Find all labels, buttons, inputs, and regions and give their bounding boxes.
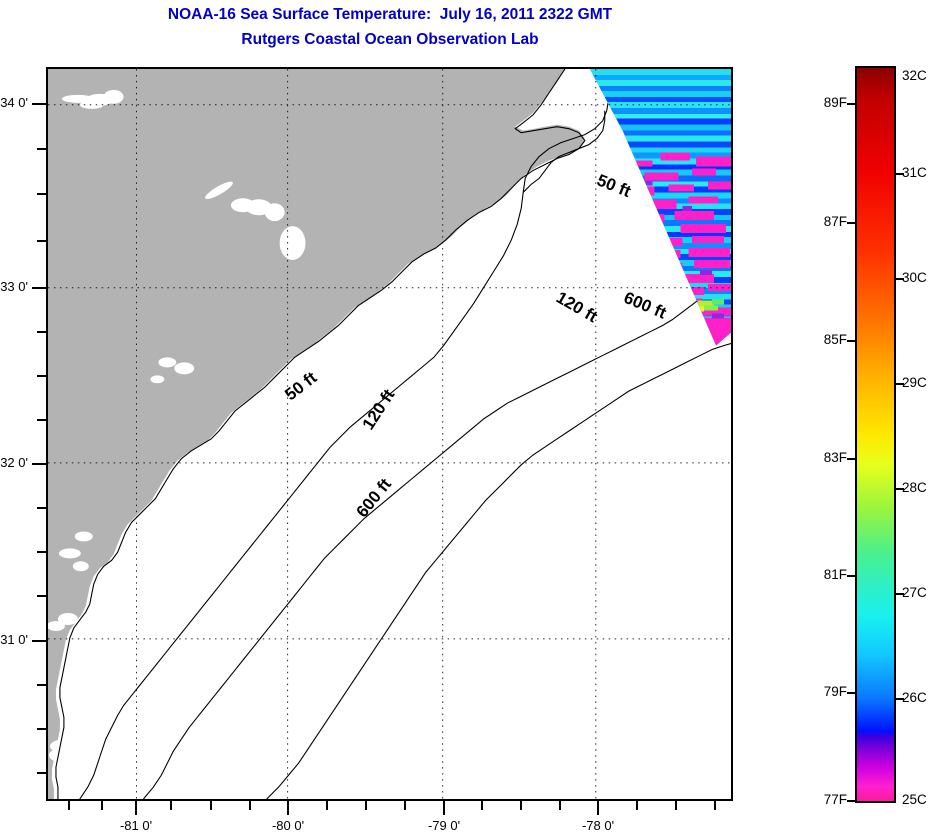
x-tick-minor: [481, 801, 483, 810]
x-axis-label: -79 0': [427, 818, 461, 833]
cb-label-f: 89F: [823, 95, 847, 110]
cb-tick-c: [896, 173, 904, 175]
x-tick-minor: [559, 801, 561, 810]
cb-label-c: 27C: [902, 585, 927, 600]
cb-label-c: 25C: [902, 792, 927, 807]
y-tick-minor: [37, 507, 46, 509]
temperature-colorbar-group[interactable]: 89F 87F 85F 83F 81F 79F 77F 32C 31C 30C …: [824, 66, 927, 807]
cb-tick-f: [847, 103, 855, 105]
cb-label-c: 29C: [902, 375, 927, 390]
contour-600ft: [266, 342, 731, 799]
cb-tick-c: [896, 488, 904, 490]
cb-tick-f: [847, 575, 855, 577]
cb-tick-c: [896, 383, 904, 385]
cb-label-f: 81F: [823, 567, 847, 582]
y-tick-minor: [37, 772, 46, 774]
cb-tick-f: [847, 800, 855, 802]
cb-label-f: 87F: [823, 214, 847, 229]
cb-tick-c: [896, 593, 904, 595]
x-tick-minor: [249, 801, 251, 810]
x-tick-minor: [404, 801, 406, 810]
y-tick-major: [32, 103, 46, 105]
cb-tick-c: [896, 698, 904, 700]
cb-tick-f: [847, 692, 855, 694]
y-tick-minor: [37, 551, 46, 553]
x-tick-minor: [365, 801, 367, 810]
y-axis-label: 34 0': [0, 95, 28, 110]
map-canvas: 50 ft 120 ft 600 ft 50 ft 120 ft 600 ft: [48, 69, 731, 799]
coastline: [55, 69, 586, 799]
cb-label-f: 83F: [823, 450, 847, 465]
cb-tick-f: [847, 458, 855, 460]
y-tick-minor: [37, 728, 46, 730]
y-tick-minor: [37, 419, 46, 421]
y-tick-minor: [37, 595, 46, 597]
x-tick-minor: [636, 801, 638, 810]
y-tick-minor: [37, 375, 46, 377]
sst-map-plot[interactable]: 50 ft 120 ft 600 ft 50 ft 120 ft 600 ft: [46, 67, 733, 801]
inland-water: [48, 89, 306, 762]
y-tick-minor: [37, 193, 46, 195]
x-tick-minor: [520, 801, 522, 810]
contour-50ft-detail: [522, 110, 606, 193]
x-tick-major: [135, 801, 137, 815]
x-axis-label: -80 0': [271, 818, 305, 833]
map-gridlines: [48, 69, 731, 799]
x-tick-minor: [210, 801, 212, 810]
contour-50ft: [79, 69, 614, 799]
cb-label-c: 26C: [902, 690, 927, 705]
chart-title-block: NOAA-16 Sea Surface Temperature: July 16…: [0, 2, 780, 52]
land-polygon: [48, 69, 585, 799]
page-subtitle: Rutgers Coastal Ocean Observation Lab: [241, 31, 539, 48]
y-tick-minor: [37, 684, 46, 686]
x-tick-major: [443, 801, 445, 815]
y-tick-major: [32, 463, 46, 465]
x-tick-minor: [675, 801, 677, 810]
y-axis-label: 33 0': [0, 279, 28, 294]
cb-tick-f: [847, 340, 855, 342]
x-tick-minor: [68, 801, 70, 810]
x-tick-minor: [101, 801, 103, 810]
page-title: NOAA-16 Sea Surface Temperature: July 16…: [167, 6, 613, 23]
cb-label-c: 30C: [902, 270, 927, 285]
x-tick-major: [287, 801, 289, 815]
cb-label-f: 79F: [823, 684, 847, 699]
x-axis-label: -81 0': [119, 818, 153, 833]
cb-tick-f: [847, 222, 855, 224]
x-tick-minor: [714, 801, 716, 810]
contour-120ft: [143, 281, 729, 799]
x-tick-major: [597, 801, 599, 815]
cb-label-c: 32C: [902, 68, 927, 83]
cb-label-f: 77F: [823, 792, 847, 807]
x-tick-minor: [326, 801, 328, 810]
y-tick-minor: [37, 331, 46, 333]
cb-tick-c: [896, 278, 904, 280]
x-axis-label: -78 0': [581, 818, 615, 833]
y-tick-major: [32, 640, 46, 642]
temperature-colorbar: [855, 66, 896, 803]
y-tick-major: [32, 287, 46, 289]
y-axis-label: 31 0': [0, 632, 28, 647]
x-tick-minor: [170, 801, 172, 810]
cb-label-c: 28C: [902, 480, 927, 495]
y-tick-minor: [37, 148, 46, 150]
cb-label-c: 31C: [902, 165, 927, 180]
cb-label-f: 85F: [823, 332, 847, 347]
y-tick-minor: [37, 240, 46, 242]
y-axis-label: 32 0': [0, 455, 28, 470]
